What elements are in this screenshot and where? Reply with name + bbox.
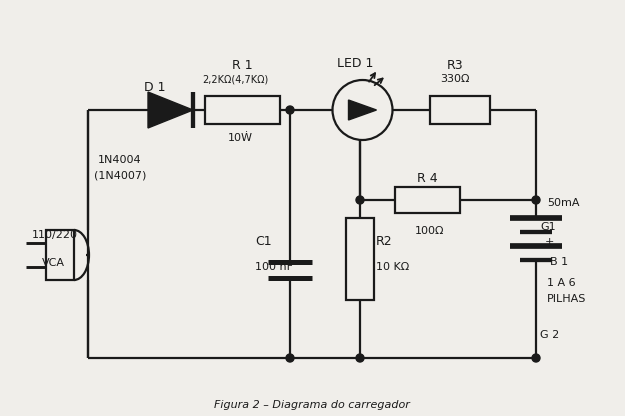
Circle shape — [356, 354, 364, 362]
Bar — [346, 218, 374, 300]
Circle shape — [532, 196, 540, 204]
Text: 10 KΩ: 10 KΩ — [376, 262, 409, 272]
Text: 110/220: 110/220 — [32, 230, 78, 240]
Circle shape — [356, 106, 364, 114]
Text: 100Ω: 100Ω — [415, 226, 445, 236]
Polygon shape — [148, 92, 193, 128]
Text: +: + — [545, 237, 554, 247]
Text: 330Ω: 330Ω — [440, 74, 470, 84]
Text: G 2: G 2 — [540, 330, 559, 340]
Circle shape — [332, 80, 392, 140]
Text: 10Ẇ: 10Ẇ — [228, 133, 253, 143]
Text: R2: R2 — [376, 235, 392, 248]
Circle shape — [286, 354, 294, 362]
Text: 100 nF: 100 nF — [255, 262, 293, 272]
Text: (1N4007): (1N4007) — [94, 170, 146, 180]
Text: PILHAS: PILHAS — [547, 294, 586, 304]
Bar — [430, 96, 490, 124]
Text: LED 1: LED 1 — [337, 57, 373, 70]
Text: B 1: B 1 — [550, 257, 568, 267]
Text: G1: G1 — [540, 222, 556, 232]
Circle shape — [286, 106, 294, 114]
Text: R3: R3 — [447, 59, 463, 72]
Polygon shape — [349, 100, 376, 120]
Text: 1 A 6: 1 A 6 — [547, 278, 576, 288]
Text: 1N4004: 1N4004 — [98, 155, 142, 165]
Text: C1: C1 — [255, 235, 272, 248]
Text: R 4: R 4 — [417, 172, 437, 185]
Text: R 1: R 1 — [232, 59, 253, 72]
Circle shape — [532, 354, 540, 362]
Text: 50mA: 50mA — [547, 198, 579, 208]
Bar — [205, 96, 280, 124]
Text: VCA: VCA — [42, 258, 65, 268]
Text: Figura 2 – Diagrama do carregador: Figura 2 – Diagrama do carregador — [214, 400, 410, 410]
Bar — [46, 230, 74, 280]
Bar — [395, 187, 460, 213]
Text: 2,2KΩ(4,7KΩ): 2,2KΩ(4,7KΩ) — [202, 74, 268, 84]
Text: D 1: D 1 — [144, 81, 166, 94]
Circle shape — [356, 196, 364, 204]
